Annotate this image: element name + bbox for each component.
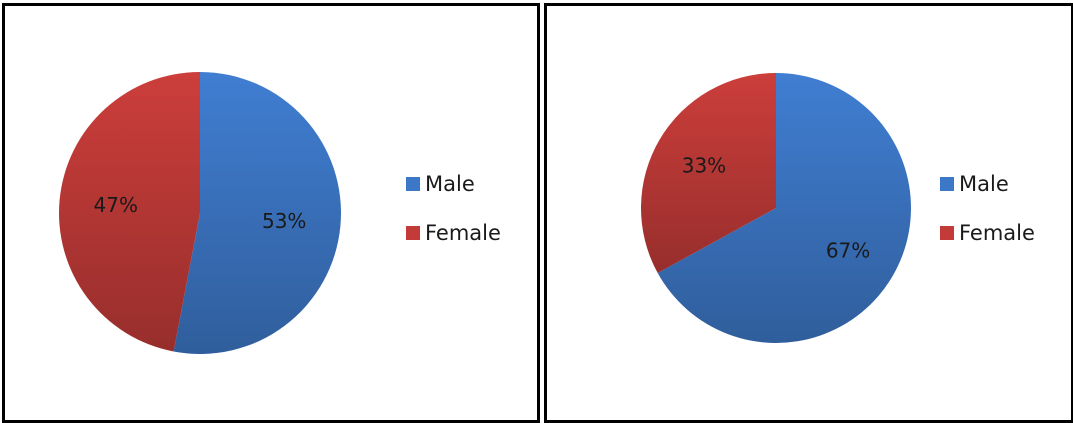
pie-slice-male <box>173 72 342 354</box>
legend-label-female: Female <box>425 221 501 245</box>
pie-slice-male <box>657 73 911 343</box>
pie-chart-panel-1: 53% 47% Male Female <box>2 3 540 423</box>
legend-label-female: Female <box>959 221 1035 245</box>
legend-swatch-female <box>940 226 954 240</box>
slice-label-female: 47% <box>94 193 138 217</box>
pie-chart-2: 67% 33% Male Female <box>641 73 1035 343</box>
slice-label-male: 53% <box>262 209 306 233</box>
slice-label-male: 67% <box>826 239 870 263</box>
pie-chart-1: 53% 47% Male Female <box>59 72 501 354</box>
legend-swatch-female <box>406 226 420 240</box>
pie-chart-panel-2: 67% 33% Male Female <box>544 3 1073 423</box>
legend-label-male: Male <box>959 172 1009 196</box>
legend-label-male: Male <box>425 172 475 196</box>
pie-slice-female <box>59 72 200 352</box>
slice-label-female: 33% <box>682 153 726 177</box>
pie-slice-female <box>641 73 776 274</box>
legend-swatch-male <box>406 177 420 191</box>
legend-swatch-male <box>940 177 954 191</box>
